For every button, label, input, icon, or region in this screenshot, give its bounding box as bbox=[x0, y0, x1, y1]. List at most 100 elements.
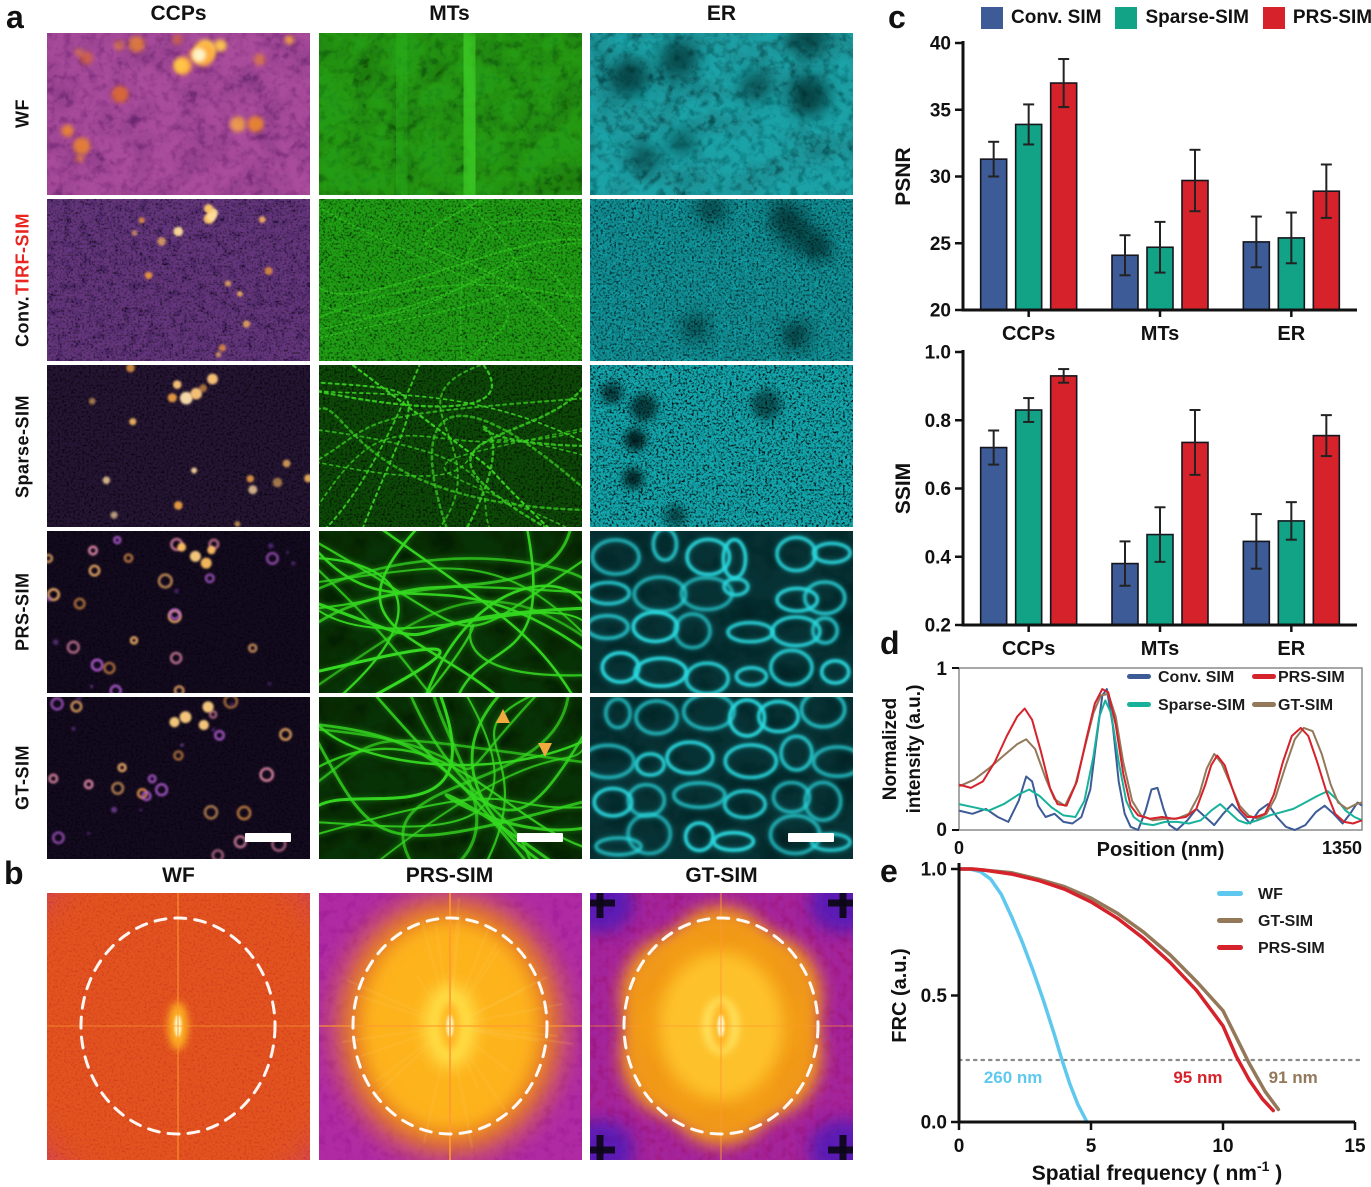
fluorescent-blob bbox=[272, 477, 283, 488]
bright-cluster-blob bbox=[207, 373, 218, 385]
ccp-ring bbox=[129, 636, 139, 645]
fluorescent-blob bbox=[139, 808, 143, 812]
fluorescent-blob bbox=[144, 271, 153, 280]
filament bbox=[309, 647, 441, 703]
column-header-wf-fft: WF bbox=[162, 864, 195, 887]
fluorescent-blob bbox=[782, 322, 809, 349]
x-tick-label: 10 bbox=[1212, 1136, 1233, 1157]
fluorescent-blob bbox=[285, 550, 290, 554]
legend-label-PRS-SIM: PRS-SIM bbox=[1278, 669, 1345, 686]
panel-c-label: c bbox=[888, 0, 906, 35]
legend-label-Sparse-SIM: Sparse-SIM bbox=[1158, 697, 1245, 714]
filament bbox=[309, 542, 591, 656]
microscopy-image-sparse-er bbox=[586, 361, 863, 531]
corner-cross-v bbox=[839, 1135, 847, 1165]
legend-swatch-conv-sim bbox=[981, 7, 1003, 29]
fluorescent-blob bbox=[88, 397, 96, 405]
frc-chart: 0.0 0.5 1.0 0 5 10 15 Spatial frequency ( nm-1 … bbox=[889, 860, 1366, 1186]
er-mesh-tubule bbox=[690, 412, 718, 447]
x-category-label: CCPs bbox=[1002, 323, 1055, 345]
legend-dash-GT-SIM bbox=[1217, 918, 1243, 923]
fluorescent-blob bbox=[157, 237, 166, 246]
legend-dash-PRS-SIM bbox=[1252, 674, 1276, 679]
fluorescent-blob bbox=[247, 116, 264, 133]
fluorescent-blob bbox=[73, 137, 91, 155]
cell-content bbox=[586, 195, 857, 365]
er-mesh-tubule bbox=[774, 372, 814, 411]
filament bbox=[309, 521, 573, 629]
bright-cluster-blob bbox=[173, 226, 183, 237]
ccp-ring bbox=[70, 700, 83, 713]
fft-content bbox=[314, 889, 586, 1164]
panel-b-cell-fft-gt bbox=[566, 873, 877, 1180]
frc-curve-WF bbox=[957, 867, 1089, 1124]
er-mesh-tubule bbox=[723, 743, 779, 780]
panel-a-cell-prs-ccps bbox=[43, 527, 314, 698]
fluorescent-blob bbox=[167, 393, 177, 403]
microscopy-image-prs-mts bbox=[308, 520, 593, 704]
ccp-ring bbox=[52, 831, 65, 845]
y-tick-label: 20 bbox=[930, 301, 951, 322]
fourier-spectrum-fft-wf bbox=[3, 841, 353, 1187]
ccp-ring bbox=[83, 779, 94, 790]
legend-label-prs-sim: PRS-SIM bbox=[1292, 7, 1371, 28]
er-mesh-tubule bbox=[723, 502, 775, 521]
cell-content bbox=[308, 686, 593, 870]
fluorescent-blob bbox=[199, 384, 208, 393]
microscopy-image-gt-mts bbox=[308, 686, 593, 870]
fluorescent-blob bbox=[61, 124, 74, 137]
fluorescent-blob bbox=[215, 351, 222, 358]
ccp-ring bbox=[103, 661, 116, 675]
fluorescent-blob bbox=[751, 389, 782, 420]
microscopy-image-prs-ccps bbox=[43, 527, 314, 697]
bright-cluster-blob bbox=[207, 545, 216, 555]
microscopy-image-wf-ccps bbox=[43, 29, 314, 199]
filament bbox=[309, 260, 591, 332]
filament bbox=[309, 381, 410, 536]
fluorescent-blob bbox=[609, 58, 649, 97]
ccp-ring bbox=[66, 640, 80, 654]
bright-cluster-blob bbox=[189, 550, 201, 562]
fluorescent-blob bbox=[174, 588, 179, 594]
filament bbox=[317, 356, 424, 536]
er-mesh-tubule bbox=[775, 586, 820, 613]
bar-chart-legend: Conv. SIM Sparse-SIM PRS-SIM bbox=[981, 7, 1371, 29]
panel-b-cell-fft-prs bbox=[314, 889, 586, 1165]
filament bbox=[459, 219, 591, 370]
er-mesh-tubule bbox=[819, 658, 851, 685]
cell-content bbox=[583, 525, 857, 697]
filament bbox=[309, 202, 509, 370]
fluorescent-blob bbox=[52, 639, 59, 646]
legend-label-GT-SIM: GT-SIM bbox=[1258, 913, 1313, 930]
y-tick-label: 0 bbox=[936, 820, 947, 841]
fluorescent-blob bbox=[804, 234, 831, 261]
er-mesh-tubule bbox=[765, 450, 797, 481]
filament bbox=[309, 396, 591, 466]
bright-cluster-blob bbox=[179, 711, 192, 724]
fluorescent-blob bbox=[248, 485, 258, 495]
fluorescent-blob bbox=[71, 726, 76, 731]
er-mesh-tubule bbox=[710, 441, 761, 479]
column-header-ccps: CCPs bbox=[150, 2, 207, 25]
panel-a-cell-wf-mts bbox=[314, 23, 586, 205]
fluorescent-blob bbox=[138, 217, 145, 224]
fluorescent-blob bbox=[234, 521, 241, 527]
x-tick-label: 5 bbox=[1086, 1136, 1097, 1157]
filament bbox=[470, 687, 549, 869]
dim-band bbox=[387, 24, 416, 204]
microscopy-image-conv-er bbox=[586, 195, 857, 365]
cell-content bbox=[43, 29, 314, 199]
y-axis-title: PSNR bbox=[892, 147, 915, 205]
bar-ssim-Conv. SIM-CCPs bbox=[979, 446, 1008, 626]
fluorescent-blob bbox=[284, 35, 294, 45]
fluorescent-blob bbox=[237, 291, 243, 297]
column-header-prs-fft: PRS-SIM bbox=[405, 864, 494, 887]
er-mesh-tubule bbox=[727, 698, 767, 738]
er-mesh-tubule bbox=[815, 400, 849, 436]
corner-cross-v bbox=[839, 888, 847, 918]
ccp-ring bbox=[117, 763, 127, 773]
ccp-ring bbox=[248, 643, 258, 653]
er-mesh-tubule bbox=[779, 734, 814, 772]
ccp-ring bbox=[208, 710, 218, 719]
ccp-ring bbox=[259, 767, 274, 782]
